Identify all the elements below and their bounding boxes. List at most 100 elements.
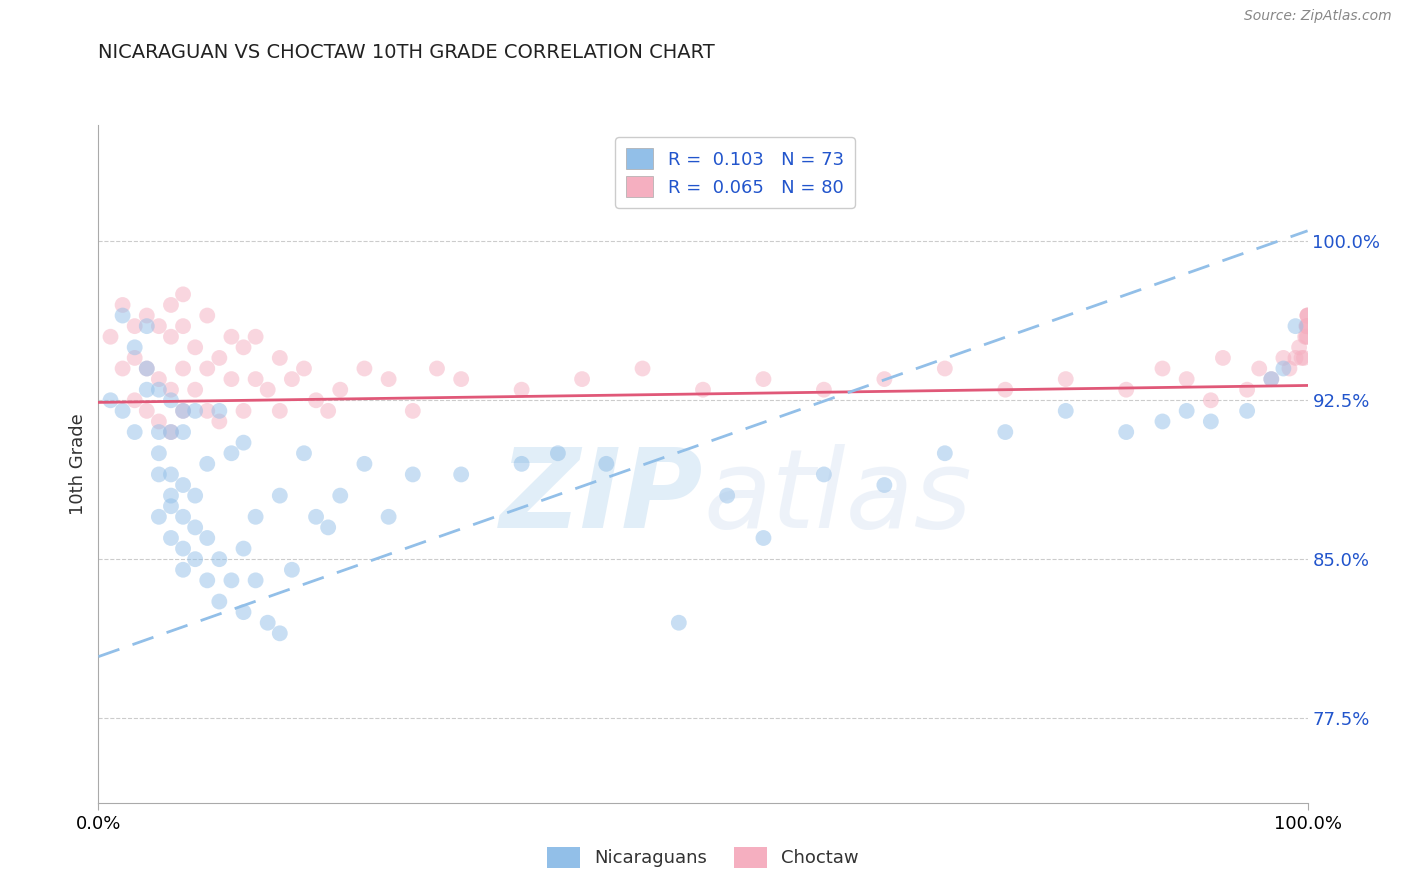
- Point: [256, 383, 278, 397]
- Point: [1199, 393, 1222, 408]
- Point: [160, 425, 183, 439]
- Point: [172, 478, 194, 492]
- Point: [148, 509, 170, 524]
- Point: [221, 446, 243, 460]
- Point: [934, 446, 956, 460]
- Text: Source: ZipAtlas.com: Source: ZipAtlas.com: [1244, 9, 1392, 23]
- Point: [305, 393, 328, 408]
- Point: [245, 574, 267, 588]
- Point: [135, 319, 157, 334]
- Point: [1288, 340, 1310, 354]
- Point: [184, 489, 207, 503]
- Point: [172, 287, 194, 301]
- Point: [135, 361, 157, 376]
- Point: [269, 489, 291, 503]
- Point: [1175, 372, 1198, 386]
- Point: [184, 404, 207, 418]
- Point: [1115, 383, 1137, 397]
- Point: [1236, 383, 1258, 397]
- Point: [1272, 351, 1295, 365]
- Legend: Nicaraguans, Choctaw: Nicaraguans, Choctaw: [540, 840, 866, 875]
- Point: [668, 615, 690, 630]
- Point: [1260, 372, 1282, 386]
- Point: [160, 298, 183, 312]
- Point: [148, 383, 170, 397]
- Point: [1175, 404, 1198, 418]
- Point: [269, 404, 291, 418]
- Point: [148, 319, 170, 334]
- Point: [377, 372, 399, 386]
- Point: [100, 330, 122, 344]
- Point: [1236, 404, 1258, 418]
- Point: [124, 351, 146, 365]
- Point: [353, 457, 375, 471]
- Point: [172, 509, 194, 524]
- Point: [124, 340, 146, 354]
- Point: [1296, 309, 1319, 323]
- Point: [160, 330, 183, 344]
- Point: [221, 372, 243, 386]
- Point: [752, 372, 775, 386]
- Point: [195, 457, 218, 471]
- Point: [184, 340, 207, 354]
- Point: [292, 361, 315, 376]
- Point: [160, 467, 183, 482]
- Point: [510, 383, 533, 397]
- Point: [316, 520, 339, 534]
- Point: [148, 425, 170, 439]
- Point: [329, 489, 352, 503]
- Text: NICARAGUAN VS CHOCTAW 10TH GRADE CORRELATION CHART: NICARAGUAN VS CHOCTAW 10TH GRADE CORRELA…: [98, 44, 716, 62]
- Point: [160, 383, 183, 397]
- Point: [1212, 351, 1234, 365]
- Point: [631, 361, 654, 376]
- Point: [1295, 319, 1317, 334]
- Point: [716, 489, 738, 503]
- Point: [195, 574, 218, 588]
- Point: [184, 520, 207, 534]
- Point: [1260, 372, 1282, 386]
- Point: [111, 404, 134, 418]
- Point: [1291, 351, 1313, 365]
- Point: [426, 361, 449, 376]
- Point: [232, 340, 254, 354]
- Point: [245, 372, 267, 386]
- Point: [1284, 351, 1306, 365]
- Point: [160, 531, 183, 545]
- Point: [1296, 319, 1319, 334]
- Point: [124, 393, 146, 408]
- Point: [402, 467, 425, 482]
- Point: [172, 563, 194, 577]
- Point: [221, 330, 243, 344]
- Point: [135, 309, 157, 323]
- Point: [172, 319, 194, 334]
- Point: [172, 361, 194, 376]
- Point: [111, 361, 134, 376]
- Point: [135, 383, 157, 397]
- Point: [873, 372, 896, 386]
- Point: [547, 446, 569, 460]
- Point: [1284, 319, 1306, 334]
- Point: [195, 309, 218, 323]
- Point: [269, 626, 291, 640]
- Point: [402, 404, 425, 418]
- Point: [934, 361, 956, 376]
- Point: [232, 435, 254, 450]
- Point: [195, 361, 218, 376]
- Point: [1272, 361, 1295, 376]
- Point: [195, 531, 218, 545]
- Point: [994, 425, 1017, 439]
- Point: [292, 446, 315, 460]
- Point: [148, 467, 170, 482]
- Point: [305, 509, 328, 524]
- Point: [148, 372, 170, 386]
- Point: [1115, 425, 1137, 439]
- Point: [208, 552, 231, 566]
- Point: [135, 361, 157, 376]
- Point: [510, 457, 533, 471]
- Point: [1296, 309, 1319, 323]
- Point: [1152, 415, 1174, 429]
- Point: [208, 594, 231, 608]
- Point: [1278, 361, 1301, 376]
- Y-axis label: 10th Grade: 10th Grade: [69, 413, 87, 515]
- Point: [377, 509, 399, 524]
